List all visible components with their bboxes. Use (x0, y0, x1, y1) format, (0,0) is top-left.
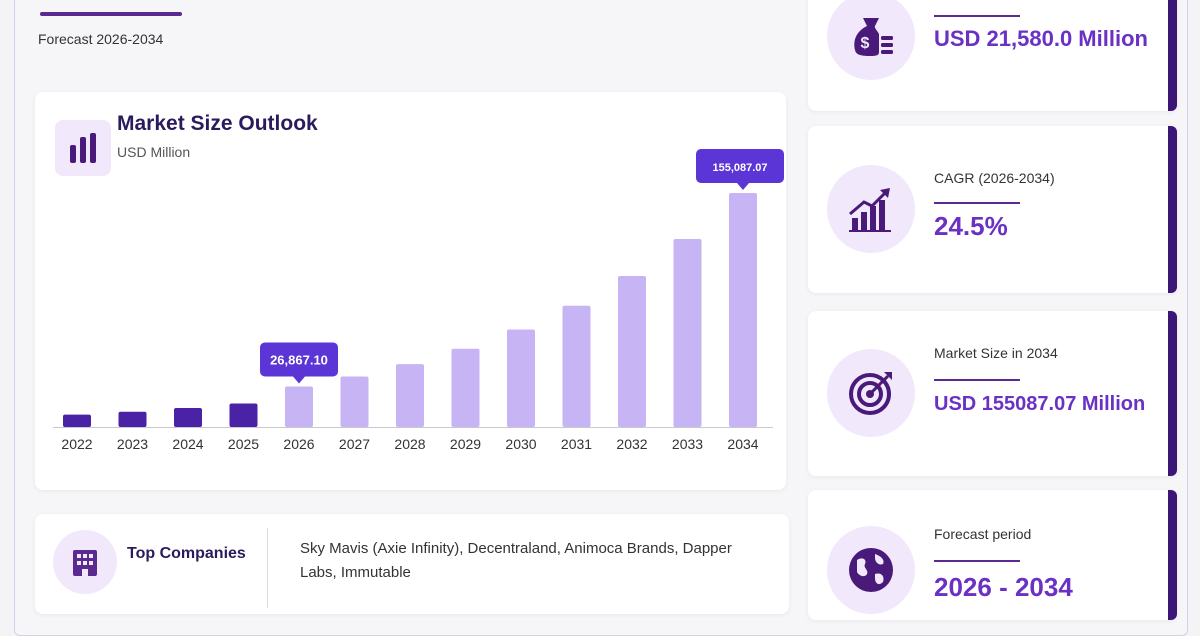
top-companies-card: Top Companies Sky Mavis (Axie Infinity),… (35, 514, 789, 614)
bar-2023 (118, 411, 147, 427)
bar-2028 (396, 364, 424, 427)
stat-value: USD 21,580.0 Million (934, 26, 1148, 51)
x-tick-label: 2022 (61, 436, 92, 452)
x-tick-label: 2034 (727, 436, 758, 452)
x-tick-label: 2031 (561, 436, 592, 452)
x-tick-label: 2023 (117, 436, 148, 452)
top-companies-title: Top Companies (127, 545, 246, 562)
stat-card-cagr: CAGR (2026-2034) 24.5% (808, 126, 1177, 293)
data-label-bubble (260, 342, 338, 377)
stat-rule (934, 560, 1020, 562)
stat-card-market-size: $ USD 21,580.0 Million (808, 0, 1177, 111)
bar-2029 (451, 348, 480, 427)
x-tick-label: 2030 (505, 436, 536, 452)
globe-icon (827, 526, 915, 614)
x-tick-label: 2029 (450, 436, 481, 452)
bar-2025 (229, 403, 258, 427)
svg-text:$: $ (861, 35, 870, 52)
x-tick-label: 2032 (616, 436, 647, 452)
stat-label: Market Size in 2034 (934, 345, 1058, 361)
bar-2033 (673, 238, 702, 427)
chart-title: Market Size Outlook (117, 112, 318, 135)
growth-chart-icon (827, 165, 915, 253)
target-icon (827, 349, 915, 437)
x-tick-label: 2027 (339, 436, 370, 452)
bar-2030 (507, 329, 535, 427)
data-label: 155,087.07 (712, 162, 767, 174)
bar-2024 (174, 407, 202, 427)
forecast-subtitle: Forecast 2026-2034 (38, 31, 164, 47)
companies-list: Sky Mavis (Axie Infinity), Decentraland,… (300, 540, 732, 581)
market-size-chart-card: Market Size Outlook USD Million 2022 2023… (35, 92, 786, 490)
stat-value: 24.5% (934, 211, 1008, 241)
bar-chart: 2022 2023 2024 2025 2026 2027 2028 2029 2030 2031… (53, 149, 784, 452)
bar-2022 (63, 414, 91, 427)
x-tick-label: 2033 (672, 436, 703, 452)
stat-value: 2026 - 2034 (934, 572, 1073, 602)
data-label-bubble (696, 149, 784, 183)
bar-2026 (285, 386, 313, 427)
building-icon (53, 530, 117, 594)
stat-label: Forecast period (934, 526, 1032, 542)
data-label-pointer (293, 376, 305, 384)
bar-2031 (562, 305, 591, 427)
divider (267, 528, 268, 608)
header-accent-bar (40, 12, 182, 16)
stat-value: USD 155087.07 Million (934, 393, 1146, 415)
x-tick-label: 2026 (283, 436, 314, 452)
money-bag-icon: $ (827, 0, 915, 80)
bar-2027 (340, 376, 369, 427)
bar-chart-icon (55, 120, 111, 176)
stat-card-forecast-period: Forecast period 2026 - 2034 (808, 490, 1177, 620)
bar-2034 (729, 193, 757, 427)
x-tick-label: 2025 (228, 436, 259, 452)
stat-card-market-2034: Market Size in 2034 USD 155087.07 Millio… (808, 311, 1177, 476)
x-tick-label: 2024 (172, 436, 203, 452)
data-label: 26,867.10 (270, 352, 328, 367)
data-label-pointer (737, 183, 749, 190)
stat-rule (934, 15, 1020, 17)
stat-rule (934, 202, 1020, 204)
x-tick-label: 2028 (394, 436, 425, 452)
stat-label: CAGR (2026-2034) (934, 170, 1055, 186)
chart-unit: USD Million (117, 144, 191, 160)
stat-rule (934, 379, 1020, 381)
bar-2032 (618, 275, 646, 427)
